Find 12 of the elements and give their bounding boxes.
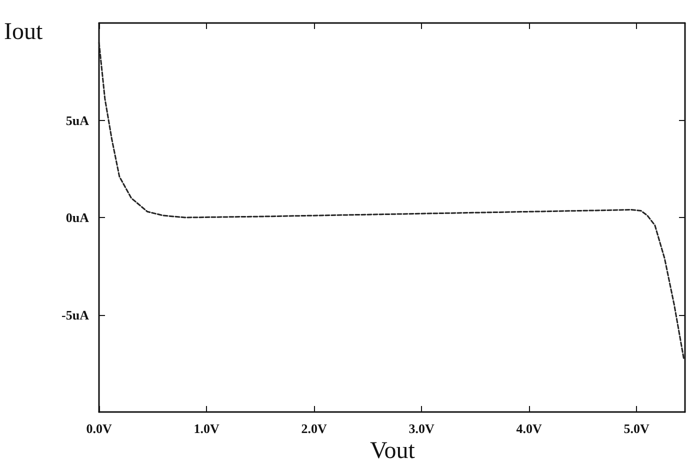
x-tick-label: 4.0V — [516, 421, 543, 436]
x-tick-label: 5.0V — [624, 421, 650, 436]
x-tick-label: 3.0V — [408, 421, 435, 436]
y-tick-label: 5uA — [66, 112, 90, 128]
line-series — [98, 42, 685, 360]
y-tick-label: -5uA — [62, 307, 90, 322]
x-tick-label: 0.0V — [86, 421, 112, 436]
y-axis-title: Iout — [4, 19, 43, 45]
x-tick-label: 2.0V — [301, 421, 328, 436]
x-axis-title: Vout — [370, 438, 416, 464]
y-tick-label: 0uA — [66, 210, 90, 225]
x-tick-label: 1.0V — [194, 421, 220, 436]
